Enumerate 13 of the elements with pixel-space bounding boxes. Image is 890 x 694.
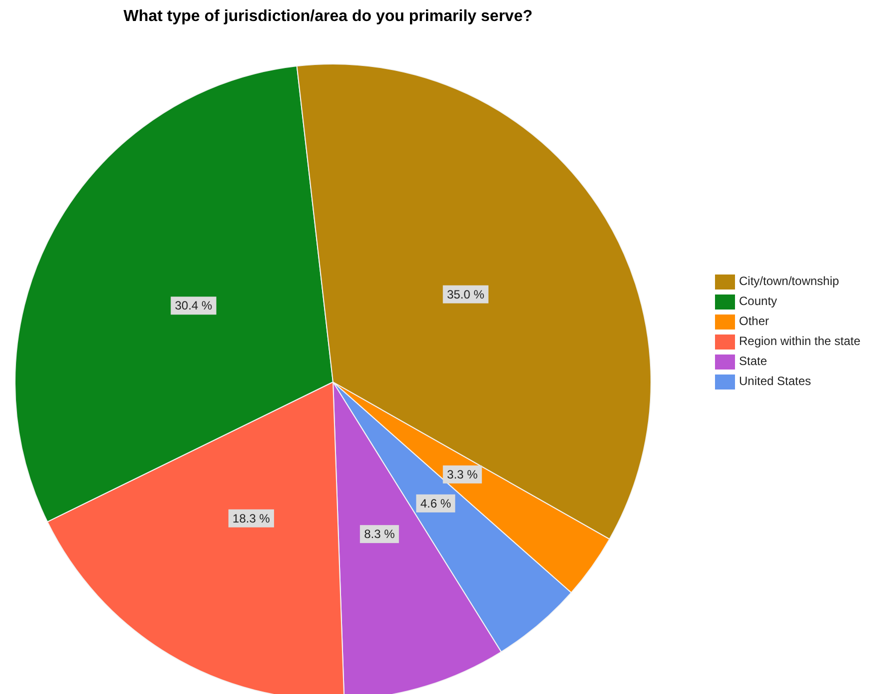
data-label: 3.3 % bbox=[447, 467, 478, 482]
legend-label: Region within the state bbox=[739, 334, 860, 348]
legend-label: State bbox=[739, 354, 768, 368]
data-label: 4.6 % bbox=[420, 496, 452, 510]
legend-label: Other bbox=[739, 314, 770, 328]
data-label: 30.4 % bbox=[174, 298, 213, 313]
legend-label: United States bbox=[739, 374, 812, 388]
legend-label: County bbox=[739, 294, 778, 308]
legend-label: City/town/township bbox=[739, 274, 840, 288]
data-label: 18.3 % bbox=[232, 511, 270, 526]
chart-title: What type of jurisdiction/area do you primarily serve? bbox=[122, 8, 534, 26]
data-label: 8.3 % bbox=[364, 527, 396, 542]
data-label: 35.0 % bbox=[446, 287, 485, 302]
